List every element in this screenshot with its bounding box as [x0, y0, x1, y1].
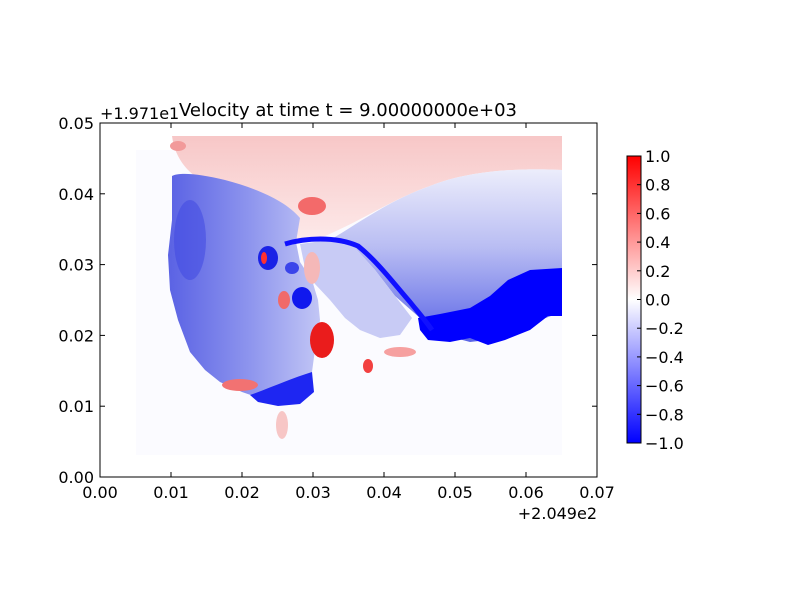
- hotspot-small: [261, 252, 267, 264]
- y-tick-label: 0.03: [58, 256, 94, 275]
- hotspot-south: [363, 359, 373, 373]
- central-channel-region: [300, 240, 412, 338]
- y-tick-label: 0.05: [58, 114, 94, 133]
- hotspot-left: [278, 291, 290, 309]
- dark-spot-1: [258, 246, 278, 270]
- y-tick-label: 0.02: [58, 326, 94, 345]
- colorbar-tick-label: −0.6: [645, 377, 684, 396]
- south-rim-negative: [250, 372, 314, 406]
- x-tick-label: 0.07: [579, 483, 615, 502]
- hotspot-tail: [276, 411, 288, 439]
- plot-area: [100, 123, 597, 477]
- hotspot-north: [298, 197, 326, 215]
- hotspot-southwest: [222, 379, 258, 391]
- x-tick-label: 0.05: [437, 483, 473, 502]
- x-offset-label: +2.049e2: [518, 504, 597, 523]
- hotspot-central-pale: [304, 252, 320, 284]
- plot-frame: [99, 122, 598, 478]
- x-tick-label: 0.03: [295, 483, 331, 502]
- colorbar-tick-label: −1.0: [645, 434, 684, 453]
- y-tick-label: 0.00: [58, 468, 94, 487]
- colorbar-tick-label: −0.8: [645, 405, 684, 424]
- hotspot-upper-left: [170, 141, 186, 151]
- colorbar-tick-label: 0.8: [645, 176, 670, 195]
- x-tick-label: 0.01: [153, 483, 189, 502]
- dark-spot-4: [174, 200, 206, 280]
- dark-spot-3: [285, 262, 299, 274]
- y-tick-label: 0.01: [58, 397, 94, 416]
- colorbar-tick-label: 0.0: [645, 291, 670, 310]
- east-strong-negative-region: [418, 268, 562, 345]
- colorbar-tick-label: 1.0: [645, 147, 670, 166]
- channel-edge-negative: [284, 236, 435, 332]
- colorbar-tick-label: −0.2: [645, 319, 684, 338]
- x-tick-label: 0.00: [82, 483, 118, 502]
- y-axis: 0.00 0.01 0.02 0.03 0.04 0.05: [58, 114, 597, 487]
- x-tick-label: 0.04: [366, 483, 402, 502]
- colorbar-tick-label: 0.2: [645, 262, 670, 281]
- colorbar-axis: 1.0 0.8 0.6 0.4 0.2 0.0 −0.2 −0.4 −0.6 −0.8 −1.0: [637, 147, 684, 453]
- colorbar-tick-label: 0.6: [645, 204, 670, 223]
- colorbar-tick-label: −0.4: [645, 348, 684, 367]
- x-axis: 0.00 0.01 0.02 0.03 0.04 0.05 0.06 0.07: [82, 123, 615, 502]
- chart-title: Velocity at time t = 9.00000000e+03: [179, 100, 517, 121]
- hotspot-center: [310, 322, 334, 358]
- y-offset-label: +1.971e1: [100, 104, 179, 123]
- dark-spot-2: [292, 287, 312, 309]
- y-tick-label: 0.04: [58, 185, 94, 204]
- x-tick-label: 0.06: [508, 483, 544, 502]
- hotspot-east-shore: [384, 347, 416, 357]
- x-tick-label: 0.02: [224, 483, 260, 502]
- west-basin-region: [168, 173, 320, 402]
- colorbar-tick-label: 0.4: [645, 233, 670, 252]
